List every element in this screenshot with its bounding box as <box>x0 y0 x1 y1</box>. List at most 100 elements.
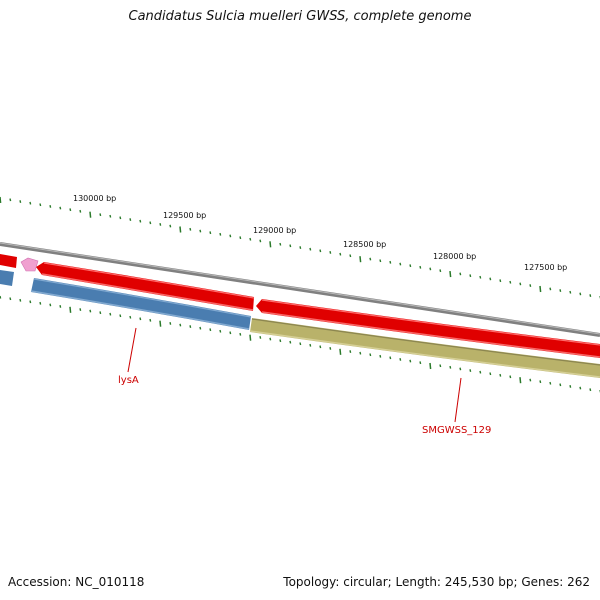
minor-tick <box>189 325 192 328</box>
major-tick <box>89 211 92 218</box>
minor-tick <box>559 289 562 292</box>
minor-tick <box>389 260 392 264</box>
minor-tick <box>549 381 552 385</box>
minor-tick <box>589 388 592 392</box>
minor-tick <box>499 279 502 283</box>
major-tick <box>429 362 432 370</box>
gene-forward-1[interactable] <box>36 262 254 311</box>
gene-forward-left-edge[interactable] <box>0 254 17 268</box>
major-tick <box>179 226 182 233</box>
minor-tick <box>29 300 32 304</box>
minor-tick <box>319 249 322 253</box>
minor-tick <box>569 290 572 294</box>
minor-tick <box>29 201 32 205</box>
major-tick <box>449 271 452 278</box>
minor-tick <box>179 323 182 327</box>
minor-tick <box>89 309 92 313</box>
minor-tick <box>9 297 12 301</box>
minor-tick <box>439 364 442 368</box>
minor-tick <box>359 351 362 355</box>
minor-tick <box>259 336 262 339</box>
major-tick <box>69 306 72 313</box>
minor-tick <box>169 224 172 228</box>
minor-tick <box>279 339 282 343</box>
outer-tick-marks <box>0 196 600 299</box>
minor-tick <box>489 277 492 281</box>
minor-tick <box>199 229 202 233</box>
gene-smgwss-129[interactable] <box>250 318 600 378</box>
major-tick <box>339 348 342 355</box>
minor-tick <box>39 203 42 207</box>
minor-tick <box>239 236 242 240</box>
minor-tick <box>269 337 272 341</box>
minor-tick <box>349 254 352 258</box>
major-tick <box>359 256 362 263</box>
minor-tick <box>419 361 422 365</box>
minor-tick <box>69 208 72 212</box>
minor-tick <box>439 269 442 273</box>
minor-tick <box>49 303 52 307</box>
minor-tick <box>329 347 332 350</box>
gene-reverse-left-edge[interactable] <box>0 270 14 286</box>
minor-tick <box>19 298 22 302</box>
minor-tick <box>149 221 152 225</box>
gene-forward-2[interactable] <box>256 299 600 358</box>
minor-tick <box>419 265 422 269</box>
minor-tick <box>0 295 2 299</box>
gene-label-smgwss-129[interactable]: SMGWSS_129 <box>422 425 491 436</box>
minor-tick <box>429 267 432 271</box>
minor-tick <box>259 239 262 243</box>
minor-tick <box>379 354 382 358</box>
minor-tick <box>299 246 302 249</box>
genome-backbone <box>0 242 600 337</box>
minor-tick <box>109 214 112 218</box>
minor-tick <box>299 342 302 346</box>
map-title: Candidatus Sulcia muelleri GWSS, complet… <box>128 9 472 24</box>
minor-tick <box>409 359 412 363</box>
major-tick <box>249 334 252 341</box>
minor-tick <box>509 280 512 284</box>
minor-tick <box>79 209 82 213</box>
minor-tick <box>479 275 482 279</box>
minor-tick <box>569 385 572 388</box>
scale-label-128500: 128500 bp <box>343 240 386 249</box>
minor-tick <box>459 367 462 371</box>
minor-tick <box>129 315 132 319</box>
minor-tick <box>189 227 192 231</box>
major-tick <box>269 241 272 248</box>
gene-label-lysA[interactable]: lysA <box>118 375 139 386</box>
minor-tick <box>39 301 42 305</box>
gene-small-pink[interactable] <box>20 257 39 272</box>
minor-tick <box>449 365 452 369</box>
minor-tick <box>99 213 102 217</box>
minor-tick <box>489 372 492 376</box>
minor-tick <box>479 370 482 374</box>
minor-tick <box>529 284 532 287</box>
minor-tick <box>589 294 592 297</box>
minor-tick <box>349 350 352 353</box>
minor-tick <box>559 383 562 387</box>
minor-tick <box>279 242 282 246</box>
minor-tick <box>469 274 472 278</box>
minor-tick <box>99 311 102 315</box>
minor-tick <box>219 329 222 333</box>
lysA-label-connector <box>127 327 137 373</box>
minor-tick <box>59 305 62 308</box>
gene-lysA[interactable] <box>31 278 251 330</box>
minor-tick <box>309 247 312 251</box>
minor-tick <box>339 252 342 256</box>
minor-tick <box>399 262 402 266</box>
minor-tick <box>379 259 382 263</box>
minor-tick <box>149 318 152 322</box>
minor-tick <box>459 272 462 276</box>
accession-text: Accession: NC_010118 <box>8 575 145 589</box>
minor-tick <box>399 358 402 361</box>
major-tick <box>539 285 542 293</box>
genome-summary-text: Topology: circular; Length: 245,530 bp; … <box>283 575 590 589</box>
minor-tick <box>289 244 292 248</box>
major-tick <box>519 377 522 384</box>
minor-tick <box>369 257 372 261</box>
minor-tick <box>209 231 212 235</box>
